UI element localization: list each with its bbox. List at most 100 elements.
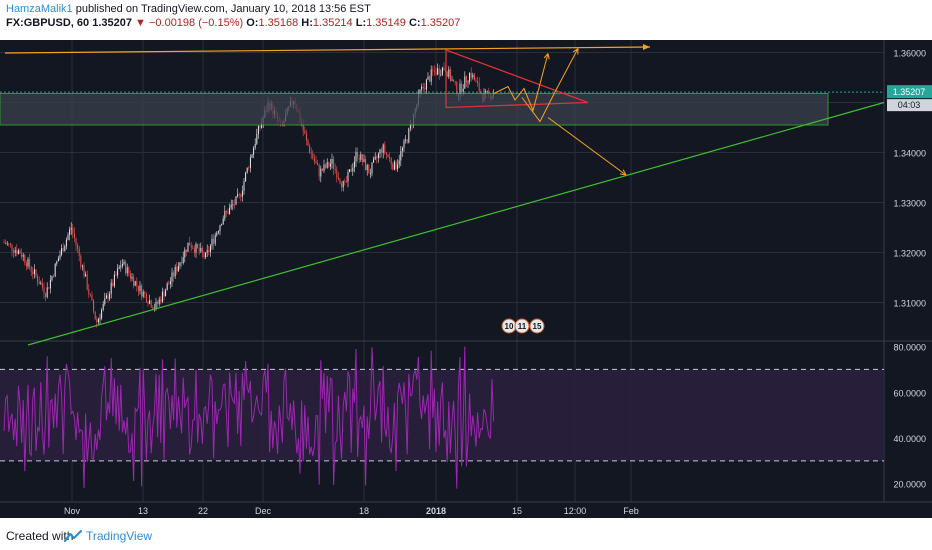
chart-header: HamzaMalik1 published on TradingView.com… — [0, 0, 932, 32]
price-tick-label: 1.36000 — [893, 49, 926, 59]
candle-body — [99, 318, 101, 319]
candle-body — [214, 235, 216, 244]
time-tick-label: 15 — [512, 506, 522, 516]
candle-body — [157, 301, 159, 304]
candle-body — [369, 173, 371, 175]
candle-body — [326, 161, 328, 168]
candle-body — [233, 204, 235, 206]
candle-body — [150, 300, 152, 308]
candle-body — [385, 152, 387, 155]
rsi-tick-label: 20.0000 — [893, 480, 926, 490]
symbol-label[interactable]: FX:GBPUSD, 60 — [6, 17, 90, 29]
candle-body — [216, 232, 218, 236]
candle-body — [470, 72, 472, 78]
price-tick-label: 1.34000 — [893, 149, 926, 159]
candle-body — [9, 243, 11, 245]
price-change: ▼ −0.00198 (−0.15%) — [135, 17, 244, 29]
candle-body — [317, 163, 319, 166]
candle-body — [85, 274, 87, 277]
candle-body — [181, 262, 183, 264]
candle-body — [232, 204, 234, 206]
time-tick-label: 22 — [198, 506, 208, 516]
candle-body — [475, 80, 477, 82]
candle-body — [73, 233, 75, 239]
candle-body — [361, 154, 363, 162]
candle-body — [304, 130, 306, 134]
candle-body — [374, 156, 376, 160]
candle-body — [24, 255, 26, 263]
candle-body — [81, 265, 83, 267]
candle-body — [432, 69, 434, 71]
candle-body — [32, 271, 34, 275]
candle-body — [349, 169, 351, 173]
candle-body — [384, 144, 386, 153]
candle-body — [310, 152, 312, 154]
candle-body — [206, 250, 208, 253]
candle-body — [177, 266, 179, 272]
candle-body — [409, 123, 411, 129]
candle-body — [309, 145, 311, 153]
tradingview-logo-icon[interactable] — [63, 529, 83, 545]
time-tick-label: Dec — [255, 506, 272, 516]
candle-body — [165, 290, 167, 297]
candle-body — [325, 164, 327, 168]
event-badges[interactable]: 10 11 15 — [501, 318, 545, 334]
candle-body — [222, 218, 224, 225]
candle-body — [419, 89, 421, 94]
resistance-line — [4, 46, 651, 54]
triangle-pattern — [445, 49, 589, 109]
candle-body — [355, 151, 357, 162]
event-badge — [529, 318, 545, 334]
candle-body — [382, 144, 384, 153]
support-zone — [0, 93, 829, 126]
candle-body — [227, 211, 229, 214]
created-with-text: Created with — [6, 529, 74, 543]
publish-line: HamzaMalik1 published on TradingView.com… — [6, 3, 371, 15]
candle-body — [425, 79, 427, 90]
candle-body — [238, 194, 240, 196]
candle-body — [189, 242, 191, 246]
candle-body — [352, 167, 354, 172]
candle-body — [440, 74, 442, 76]
candle-body — [462, 88, 464, 92]
event-badge-label: 10 — [505, 322, 514, 331]
candle-body — [209, 245, 211, 252]
candle-body — [446, 72, 448, 77]
candle-body — [403, 140, 405, 148]
candle-body — [358, 157, 360, 160]
projection-arrowhead — [543, 53, 550, 60]
candle-body — [376, 156, 378, 159]
candle-body — [169, 281, 171, 285]
close-label: C: — [408, 17, 421, 29]
chart-area[interactable]: 1.360001.350001.340001.330001.320001.310… — [0, 40, 932, 518]
candle-body — [421, 86, 423, 90]
candle-body — [176, 266, 178, 272]
footer: Created with TradingView — [0, 522, 932, 550]
candle-body — [334, 169, 336, 170]
candle-body — [38, 282, 40, 285]
tradingview-brand-link[interactable]: TradingView — [86, 529, 153, 543]
candle-body — [336, 169, 338, 178]
candle-body — [149, 300, 151, 304]
chart-svg[interactable]: 1.360001.350001.340001.330001.320001.310… — [0, 40, 932, 518]
projection-path — [521, 48, 579, 123]
author-link[interactable]: HamzaMalik1 — [6, 3, 73, 15]
candle-body — [400, 151, 402, 161]
candle-body — [225, 211, 227, 212]
candle-body — [57, 258, 59, 262]
time-tick-label: Nov — [64, 506, 81, 516]
uptrend-line — [27, 101, 885, 346]
candle-body — [224, 211, 226, 219]
candle-body — [104, 298, 106, 304]
candle-body — [33, 269, 35, 275]
candle-body — [139, 285, 141, 292]
low-label: L: — [355, 17, 367, 29]
candle-body — [41, 283, 43, 288]
candle-body — [449, 69, 451, 81]
candle-body — [69, 229, 71, 235]
time-tick-label: 13 — [138, 506, 148, 516]
candle-body — [320, 168, 322, 177]
candle-body — [121, 264, 123, 266]
candle-body — [155, 301, 157, 309]
candle-body — [373, 159, 375, 163]
